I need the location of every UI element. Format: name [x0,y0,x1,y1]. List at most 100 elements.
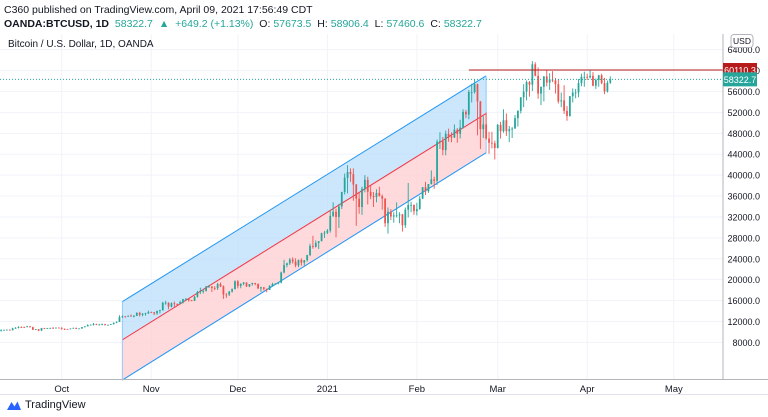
candle [355,184,358,226]
price-axis[interactable]: 8000.0 12000.0 16000.0 20000.0 24000.0 28000.… [727,45,760,348]
candle-body [395,215,398,217]
candle-body [441,141,444,151]
candle [170,302,173,308]
candle-body [37,329,40,331]
y-tick-label: 40000.0 [727,171,760,181]
candle-body [329,215,332,231]
regression-channel [121,75,487,381]
candle [592,72,594,87]
candle-body [205,286,207,292]
candle-body [280,272,283,283]
high-label: H: [317,18,328,30]
currency-button-box[interactable] [730,34,754,48]
candle-body [55,327,57,329]
candle-body [251,282,254,285]
candle [395,202,398,218]
lower-channel-band [122,113,487,381]
candle [548,73,551,90]
candle-body [586,76,589,78]
candle [603,77,606,95]
candle-body [81,327,83,329]
candle [309,243,311,257]
chart-header: C360 published on TradingView.com, April… [0,0,768,34]
candle-body [196,291,199,297]
candle [519,97,522,114]
y-tick-label: 32000.0 [727,212,760,222]
candle-body [225,294,228,296]
time-axis[interactable]: Oct Nov Dec 2021 Feb Mar Apr May [54,384,683,395]
candle-body [26,326,28,328]
candle-body [450,136,453,138]
candle-body [306,255,309,261]
close-value: 58322.7 [443,18,482,30]
candle-body [210,286,213,288]
candle-body [118,317,121,322]
candle [540,86,542,106]
tradingview-icon [7,401,21,411]
tradingview-logo[interactable]: TradingView [6,399,86,411]
candle [505,113,508,136]
x-tick-label: 2021 [317,384,338,394]
candle [0,329,3,332]
candle-body [127,315,130,317]
candle [52,327,54,329]
candle [372,191,375,208]
currency-label[interactable]: USD [733,36,751,46]
candle [479,100,482,149]
candle-body [514,118,516,129]
candle [332,202,335,217]
y-tick-label: 44000.0 [727,150,760,160]
candle-body [231,289,233,292]
candle-body [335,211,337,217]
candle [444,130,447,156]
candle [277,281,280,285]
candle [153,311,156,316]
candle [66,328,69,330]
candle [81,326,83,329]
candle-body [488,138,490,143]
candle-body [338,206,340,217]
chart-area[interactable]: 8000.0 12000.0 16000.0 20000.0 24000.0 28000.… [0,34,768,395]
currency-button[interactable]: USD [730,34,754,48]
price-chart[interactable]: 8000.0 12000.0 16000.0 20000.0 24000.0 28000.… [0,34,768,395]
candle [60,327,63,330]
candle-body [401,214,404,226]
candle-body [63,328,66,330]
candle-body [493,143,496,148]
candle [508,126,511,143]
candle-body [248,284,251,287]
candle-body [482,124,485,130]
candle [17,326,20,329]
candle-body [522,91,525,98]
candle [580,73,583,87]
candle [465,109,467,119]
candle-body [349,172,352,175]
candle-body [20,326,23,328]
candle [257,283,259,290]
candle-body [159,310,161,312]
candle [205,285,207,292]
candle [522,84,525,108]
candle [387,207,389,234]
candle-body [459,127,462,134]
candle [109,324,112,325]
candle-body [476,84,479,102]
candle-body [271,284,274,286]
candle [525,80,528,101]
candle [262,287,265,291]
candle-body [72,327,75,329]
candle [144,312,147,316]
candle-body [528,82,531,85]
candle-body [202,291,205,292]
candle [415,202,418,216]
candle-body [594,80,597,86]
candle [447,128,450,142]
candle-body [436,141,438,181]
candle [216,282,219,290]
candle [427,184,430,193]
candle [130,314,132,317]
candle [375,189,378,203]
candle-body [502,120,505,132]
candle-body [294,261,297,266]
